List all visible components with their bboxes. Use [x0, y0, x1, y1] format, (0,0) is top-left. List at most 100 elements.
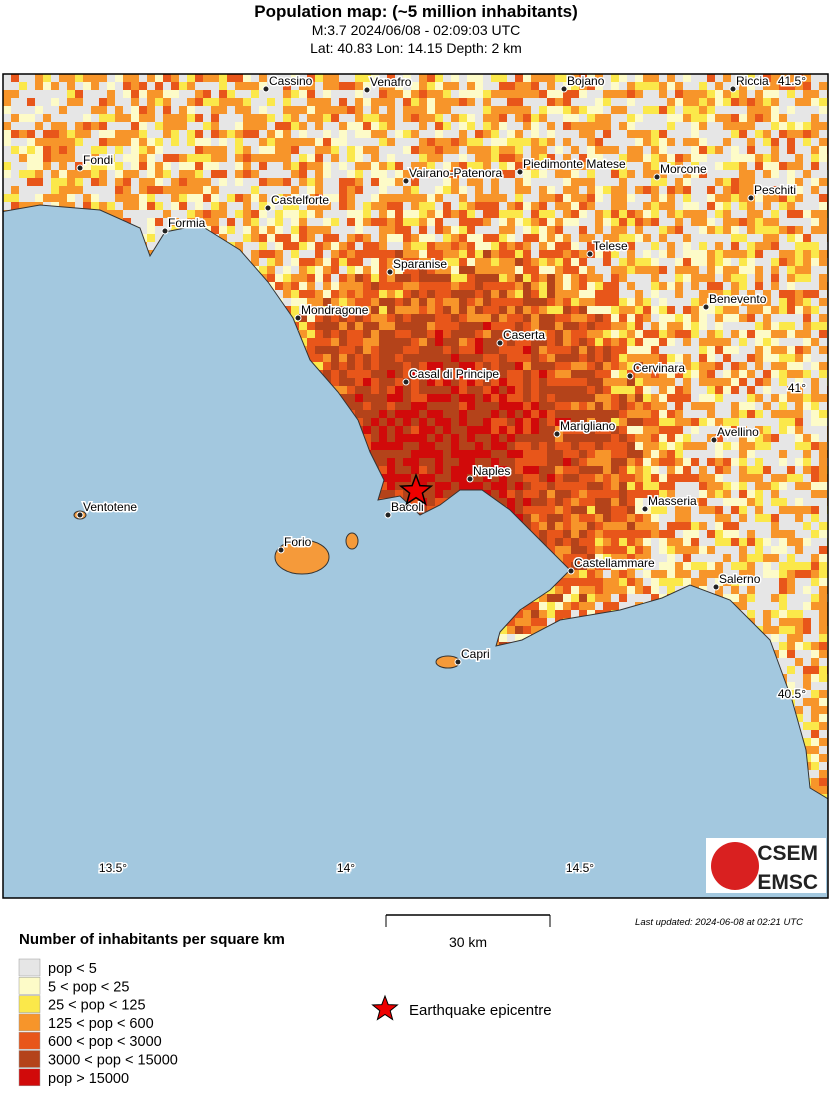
pop-cell [579, 250, 587, 258]
pop-cell [147, 218, 155, 226]
pop-cell [475, 162, 483, 170]
pop-cell [131, 106, 139, 114]
pop-cell [395, 434, 403, 442]
pop-cell [571, 218, 579, 226]
pop-cell [491, 322, 499, 330]
pop-cell [51, 122, 59, 130]
pop-cell [515, 362, 523, 370]
pop-cell [779, 314, 787, 322]
pop-cell [651, 426, 659, 434]
pop-cell [555, 130, 563, 138]
pop-cell [411, 362, 419, 370]
pop-cell [435, 114, 443, 122]
pop-cell [475, 186, 483, 194]
pop-cell [379, 410, 387, 418]
pop-cell [491, 130, 499, 138]
pop-cell [755, 322, 763, 330]
pop-cell [539, 218, 547, 226]
pop-cell [459, 442, 467, 450]
pop-cell [747, 202, 755, 210]
pop-cell [427, 178, 435, 186]
pop-cell [515, 386, 523, 394]
pop-cell [107, 162, 115, 170]
pop-cell [459, 338, 467, 346]
pop-cell [811, 250, 819, 258]
pop-cell [555, 98, 563, 106]
pop-cell [707, 194, 715, 202]
pop-cell [779, 210, 787, 218]
pop-cell [59, 146, 67, 154]
pop-cell [491, 282, 499, 290]
pop-cell [603, 194, 611, 202]
pop-cell [67, 162, 75, 170]
pop-cell [427, 434, 435, 442]
pop-cell [291, 146, 299, 154]
pop-cell [339, 314, 347, 322]
pop-cell [547, 218, 555, 226]
pop-cell [363, 90, 371, 98]
pop-cell [275, 210, 283, 218]
subtitle: Lat: 40.83 Lon: 14.15 Depth: 2 km [310, 40, 522, 56]
pop-cell [635, 274, 643, 282]
pop-cell [731, 82, 739, 90]
pop-cell [523, 138, 531, 146]
pop-cell [395, 138, 403, 146]
pop-cell [819, 186, 827, 194]
pop-cell [691, 370, 699, 378]
pop-cell [251, 74, 259, 82]
pop-cell [371, 178, 379, 186]
pop-cell [819, 90, 827, 98]
pop-cell [235, 202, 243, 210]
pop-cell [755, 258, 763, 266]
pop-cell [483, 178, 491, 186]
pop-cell [819, 394, 827, 402]
pop-cell [395, 290, 403, 298]
pop-cell [331, 346, 339, 354]
pop-cell [707, 114, 715, 122]
pop-cell [211, 194, 219, 202]
pop-cell [371, 210, 379, 218]
pop-cell [515, 154, 523, 162]
pop-cell [67, 186, 75, 194]
pop-cell [91, 122, 99, 130]
pop-cell [731, 234, 739, 242]
pop-cell [315, 154, 323, 162]
pop-cell [715, 226, 723, 234]
pop-cell [355, 250, 363, 258]
pop-cell [811, 386, 819, 394]
pop-cell [435, 138, 443, 146]
pop-cell [43, 186, 51, 194]
pop-cell [531, 298, 539, 306]
pop-cell [587, 210, 595, 218]
pop-cell [379, 186, 387, 194]
pop-cell [427, 162, 435, 170]
pop-cell [523, 234, 531, 242]
pop-cell [275, 98, 283, 106]
pop-cell [603, 122, 611, 130]
pop-cell [787, 434, 795, 442]
pop-cell [659, 146, 667, 154]
pop-cell [355, 242, 363, 250]
pop-cell [443, 202, 451, 210]
pop-cell [539, 178, 547, 186]
pop-cell [507, 186, 515, 194]
pop-cell [787, 90, 795, 98]
pop-cell [347, 394, 355, 402]
pop-cell [595, 290, 603, 298]
pop-cell [515, 378, 523, 386]
pop-cell [659, 298, 667, 306]
pop-cell [547, 114, 555, 122]
pop-cell [483, 306, 491, 314]
pop-cell [803, 290, 811, 298]
pop-cell [283, 122, 291, 130]
pop-cell [555, 354, 563, 362]
pop-cell [387, 370, 395, 378]
pop-cell [91, 202, 99, 210]
pop-cell [355, 186, 363, 194]
pop-cell [251, 186, 259, 194]
pop-cell [691, 346, 699, 354]
pop-cell [699, 314, 707, 322]
pop-cell [467, 346, 475, 354]
pop-cell [219, 122, 227, 130]
pop-cell [731, 258, 739, 266]
